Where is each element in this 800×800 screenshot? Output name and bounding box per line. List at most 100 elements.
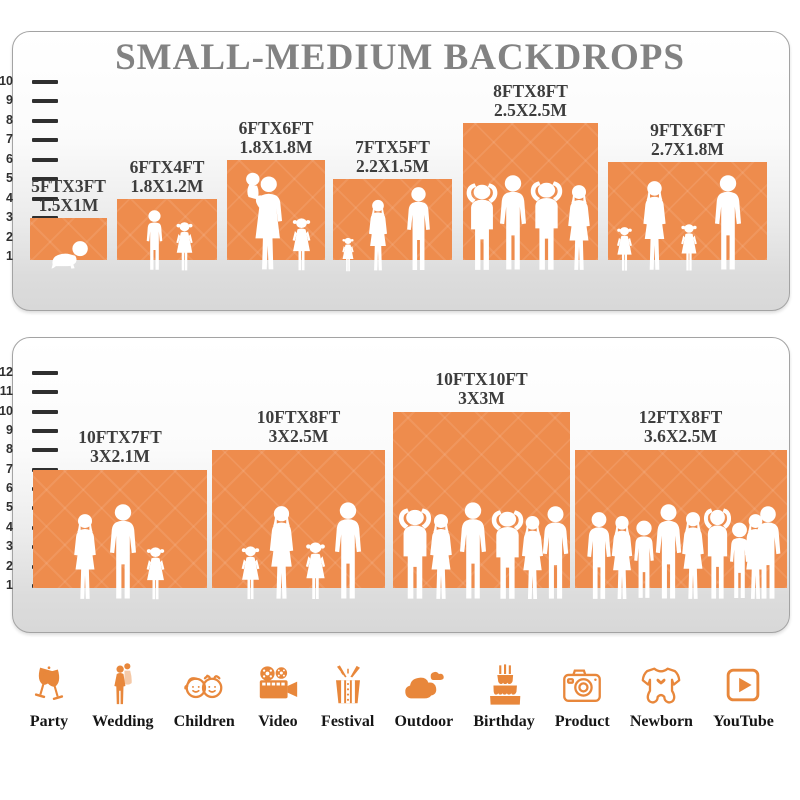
category-festival: Festival [321,662,374,731]
man-silhouette [536,505,575,602]
people-silhouettes [608,162,767,260]
y-tick-label: 5 [6,500,13,514]
toddler-silhouette [340,237,356,273]
category-newborn: Newborn [630,662,693,731]
category-label: Newborn [629,713,693,730]
backdrop-bar-8ftx8ft [463,123,598,260]
category-product: Product [555,662,610,731]
category-label: Party [29,713,69,730]
size-m: 3.6X2.5M [644,426,717,446]
people-silhouettes [117,199,217,260]
boy-silhouette [141,209,168,273]
baby-silhouette [46,239,90,269]
y-tick: 5 [0,171,58,185]
size-ft: 10FTX10FT [435,369,528,389]
bar-label-12ftx8ft: 12FTX8FT 3.6X2.5M [600,408,761,446]
y-tick-mark [32,410,58,414]
category-party: Party [26,662,72,731]
y-tick-label: 2 [6,559,13,573]
woman-silhouette [561,184,597,273]
y-tick: 9 [0,93,58,107]
backdrop-bar-9ftx6ft [608,162,767,260]
y-tick-label: 4 [6,520,13,534]
y-tick-label: 9 [6,93,13,107]
y-tick: 8 [0,442,58,456]
birthday-icon [490,664,521,705]
y-tick: 10 [0,74,58,88]
y-tick-label: 5 [6,171,13,185]
children-icon [184,674,223,699]
category-children: Children [174,662,235,731]
y-tick-mark [32,371,58,375]
bar-label-7ftx5ft: 7FTX5FT 2.2X1.5M [322,138,463,176]
bar-label-6ftx6ft: 6FTX6FT 1.8X1.8M [206,119,346,157]
people-silhouettes [333,179,452,260]
size-ft: 8FTX8FT [493,81,568,101]
category-label: Birthday [473,713,535,730]
y-tick-mark [32,99,58,103]
man-silhouette [749,505,787,602]
y-tick-mark [32,429,58,433]
backdrop-bar-7ftx5ft [333,179,452,260]
y-tick-label: 8 [6,113,13,127]
y-tick-label: 7 [6,462,13,476]
people-silhouettes [463,123,598,260]
party-icon [34,666,64,701]
size-m: 3X2.5M [268,426,329,446]
people-silhouettes [227,160,325,260]
bar-label-5ftx3ft: 5FTX3FT 1.5X1M [8,177,129,215]
people-silhouettes [33,470,207,588]
y-tick-label: 6 [6,152,13,166]
size-m: 1.8X1.2M [130,176,204,196]
size-m: 2.7X1.8M [651,139,724,159]
y-tick-label: 9 [6,423,13,437]
bar-label-8ftx8ft: 8FTX8FT 2.5X2.5M [460,82,601,120]
y-tick: 6 [0,152,58,166]
y-tick: 9 [0,423,58,437]
y-tick-label: 11 [0,384,13,398]
size-ft: 6FTX6FT [238,118,314,138]
size-m: 3X3M [458,388,505,408]
y-tick-label: 7 [6,132,13,146]
people-silhouettes [212,450,385,588]
page-title: SMALL-MEDIUM BACKDROPS [115,37,685,78]
y-tick-label: 1 [6,249,13,263]
y-tick-label: 10 [0,404,13,418]
bar-label-6ftx4ft: 6FTX4FT 1.8X1.2M [97,158,237,196]
category-label: Product [554,713,610,730]
mother-holding-baby-silhouette [239,171,290,273]
backdrop-bar-10ftx7ft [33,470,207,588]
people-silhouettes [393,412,570,588]
y-tick-label: 1 [6,578,13,592]
newborn-icon [642,667,681,704]
y-tick-label: 3 [6,539,13,553]
man-silhouette [708,174,748,273]
size-ft: 10FTX7FT [78,427,162,447]
backdrop-bar-6ftx4ft [117,199,217,260]
size-m: 1.8X1.8M [239,137,313,157]
man-silhouette [328,501,368,602]
woman-silhouette [67,513,103,602]
category-youtube: YouTube [713,662,774,731]
y-tick-mark [32,177,58,181]
y-tick-label: 3 [6,210,13,224]
category-outdoor: Outdoor [394,662,454,731]
girl-silhouette [678,223,700,273]
category-video: Video [255,662,301,731]
girl-silhouette [173,221,196,273]
woman-silhouette [262,505,301,602]
size-ft: 5FTX3FT [31,176,106,196]
y-tick: 4 [0,191,58,205]
girl-silhouette [143,546,168,602]
category-label: Outdoor [394,713,454,730]
category-label: Festival [321,713,375,730]
size-ft: 10FTX8FT [256,407,341,427]
backdrop-bar-12ftx8ft [575,450,787,588]
backdrop-bar-6ftx6ft [227,160,325,260]
bar-label-10ftx8ft: 10FTX8FT 3X2.5M [218,408,379,446]
category-label: Video [258,713,298,730]
y-tick-label: 8 [6,442,13,456]
category-wedding: Wedding [92,662,154,731]
woman-silhouette [636,180,673,273]
